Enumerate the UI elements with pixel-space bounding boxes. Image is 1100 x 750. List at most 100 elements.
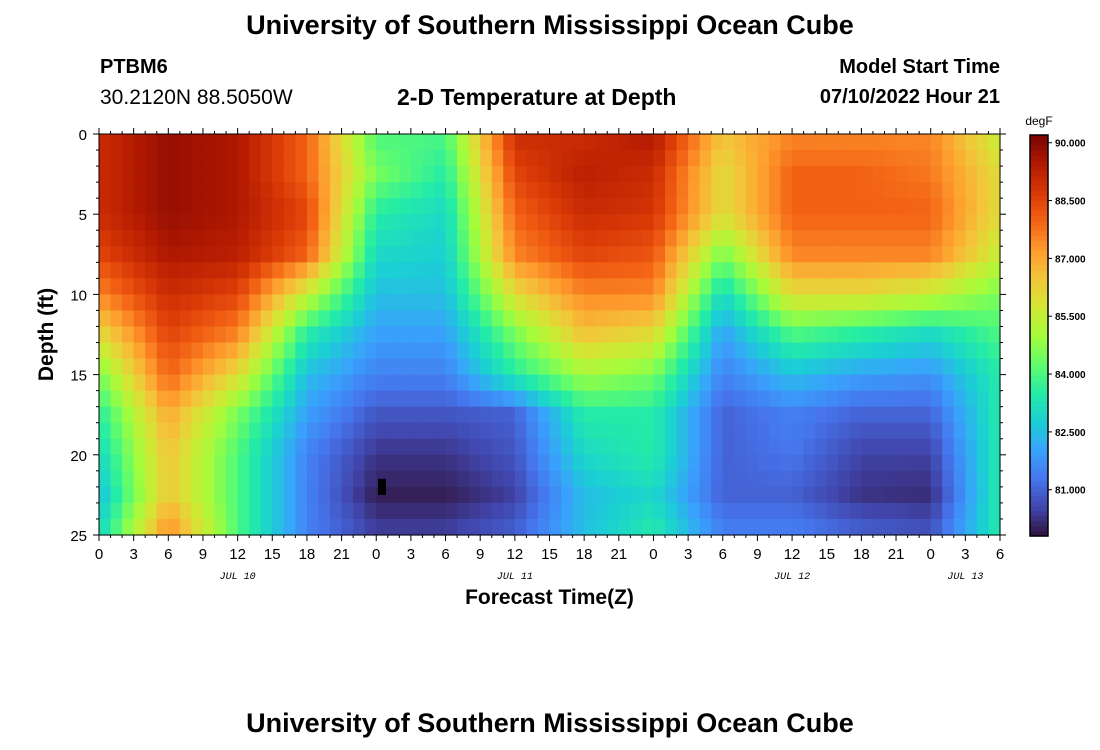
heatmap-cell <box>156 374 169 392</box>
heatmap-cell <box>376 502 389 520</box>
heatmap-cell <box>376 454 389 472</box>
heatmap-cell <box>665 166 678 183</box>
heatmap-cell <box>745 230 759 247</box>
heatmap-cell <box>445 342 458 360</box>
heatmap-cell <box>907 310 920 328</box>
heatmap-cell <box>618 150 631 167</box>
heatmap-cell <box>249 422 262 440</box>
heatmap-cell <box>457 166 470 183</box>
heatmap-cell <box>699 470 712 488</box>
heatmap-cell <box>341 438 354 456</box>
heatmap-cell <box>168 454 181 472</box>
heatmap-cell <box>514 502 527 520</box>
heatmap-cell <box>953 390 966 408</box>
heatmap-cell <box>815 342 828 360</box>
colorbar-segment <box>1030 515 1048 522</box>
heatmap-cell <box>780 470 793 488</box>
heatmap-cell <box>480 470 493 488</box>
colorbar-segment <box>1030 315 1048 322</box>
heatmap-cell <box>896 230 909 247</box>
heatmap-cell <box>734 326 747 344</box>
heatmap-cell <box>826 294 839 312</box>
heatmap-cell <box>376 166 389 183</box>
heatmap-cell <box>249 246 262 263</box>
y-tick-label: 15 <box>70 368 87 385</box>
heatmap-cell <box>942 326 955 344</box>
heatmap-cell <box>422 214 435 231</box>
heatmap-cell <box>838 342 851 360</box>
heatmap-cell <box>653 262 666 279</box>
heatmap-cell <box>711 198 724 215</box>
heatmap-cell <box>237 230 250 247</box>
heatmap-cell <box>526 502 539 520</box>
heatmap-cell <box>595 294 608 312</box>
heatmap-cell <box>665 198 678 215</box>
heatmap-cell <box>191 470 204 488</box>
heatmap-cell <box>976 134 990 151</box>
heatmap-cell <box>653 246 666 263</box>
heatmap-cell <box>133 294 146 312</box>
heatmap-cell <box>179 342 193 360</box>
heatmap-cell <box>549 470 562 488</box>
heatmap-cell <box>191 278 204 295</box>
heatmap-cell <box>653 214 666 231</box>
heatmap-cell <box>768 358 782 376</box>
heatmap-cell <box>468 150 481 167</box>
heatmap-cell <box>145 278 158 295</box>
heatmap-cell <box>676 134 689 151</box>
heatmap-cell <box>283 246 296 263</box>
heatmap-cell <box>387 262 400 279</box>
colorbar-segment <box>1030 385 1048 392</box>
heatmap-cell <box>872 230 886 247</box>
heatmap-cell <box>734 518 747 536</box>
heatmap-cell <box>803 230 816 247</box>
heatmap-cell <box>745 134 759 151</box>
heatmap-cell <box>884 310 897 328</box>
heatmap-cell <box>711 310 724 328</box>
heatmap-cell <box>745 518 759 536</box>
heatmap-cell <box>757 438 770 456</box>
heatmap-cell <box>260 502 273 520</box>
heatmap-cell <box>353 150 366 167</box>
heatmap-cell <box>665 406 678 424</box>
heatmap-cell <box>722 230 735 247</box>
heatmap-cell <box>826 182 839 199</box>
heatmap-cell <box>653 294 666 312</box>
heatmap-cell <box>214 214 227 231</box>
colorbar-segment <box>1030 220 1048 226</box>
heatmap-cell <box>872 198 886 215</box>
x-tick-label: 12 <box>784 546 801 563</box>
colorbar-segment <box>1030 195 1048 201</box>
heatmap-cell <box>272 214 285 231</box>
heatmap-cell <box>110 342 123 360</box>
heatmap-cell <box>665 438 678 456</box>
heatmap-cell <box>156 278 169 295</box>
heatmap-cell <box>919 518 932 536</box>
heatmap-cell <box>364 134 377 151</box>
heatmap-cell <box>757 214 770 231</box>
heatmap-cell <box>561 294 574 312</box>
heatmap-cell <box>561 438 574 456</box>
heatmap-cell <box>457 454 470 472</box>
heatmap-cell <box>757 246 770 263</box>
heatmap-cell <box>133 374 146 392</box>
heatmap-cell <box>202 262 216 279</box>
heatmap-cell <box>133 166 146 183</box>
heatmap-cell <box>780 294 793 312</box>
heatmap-cell <box>572 326 585 344</box>
heatmap-cell <box>792 374 805 392</box>
heatmap-cell <box>607 470 620 488</box>
heatmap-cell <box>191 326 204 344</box>
heatmap-cell <box>699 454 712 472</box>
heatmap-cell <box>272 310 285 328</box>
heatmap-cell <box>526 230 539 247</box>
heatmap-cell <box>330 198 343 215</box>
heatmap-cell <box>537 470 551 488</box>
heatmap-cell <box>930 182 943 199</box>
heatmap-cell <box>780 502 793 520</box>
heatmap-cell <box>330 486 343 504</box>
colorbar-segment <box>1030 445 1048 452</box>
heatmap-cell <box>341 294 354 312</box>
heatmap-cell <box>734 294 747 312</box>
heatmap-cell <box>110 182 123 199</box>
